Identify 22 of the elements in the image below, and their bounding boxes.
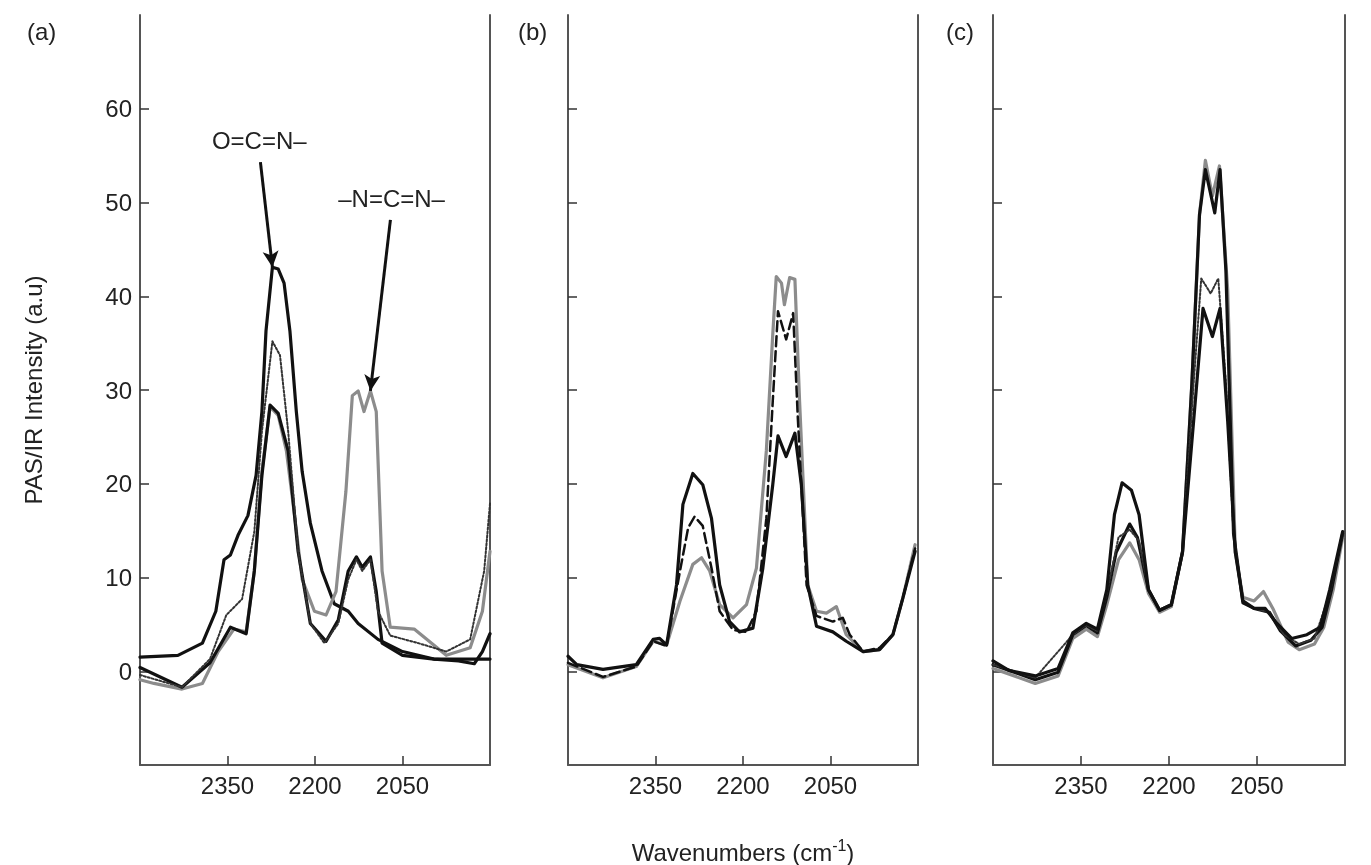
x-tick-label: 2200 (716, 771, 770, 799)
chart-title: (b) (518, 17, 548, 45)
y-tick-label: 50 (105, 189, 132, 216)
y-tick-label: 30 (105, 376, 132, 404)
y-tick-label: 0 (118, 657, 132, 685)
x-tick-label: 2050 (375, 771, 430, 799)
y-tick-label: 60 (105, 95, 132, 123)
x-tick-label: 2350 (628, 771, 683, 799)
x-tick-label: 2350 (1054, 771, 1108, 799)
y-axis-title: PAS/IR Intensity (a.u) (19, 275, 47, 505)
x-tick-label: 2050 (803, 771, 858, 799)
y-tick-label: 40 (105, 282, 132, 310)
x-tick-label: 2350 (200, 771, 255, 799)
chart-title: (c) (946, 17, 974, 45)
y-tick-label: 20 (105, 470, 132, 498)
annotation: O=C=N– (211, 126, 308, 154)
x-tick-label: 2200 (1142, 771, 1196, 799)
annotation: –N=C=N– (338, 184, 446, 212)
x-tick-label: 2200 (288, 771, 342, 799)
y-tick-label: 10 (105, 564, 132, 591)
chart-title: (a) (27, 17, 57, 45)
x-tick-label: 2050 (1230, 771, 1284, 799)
